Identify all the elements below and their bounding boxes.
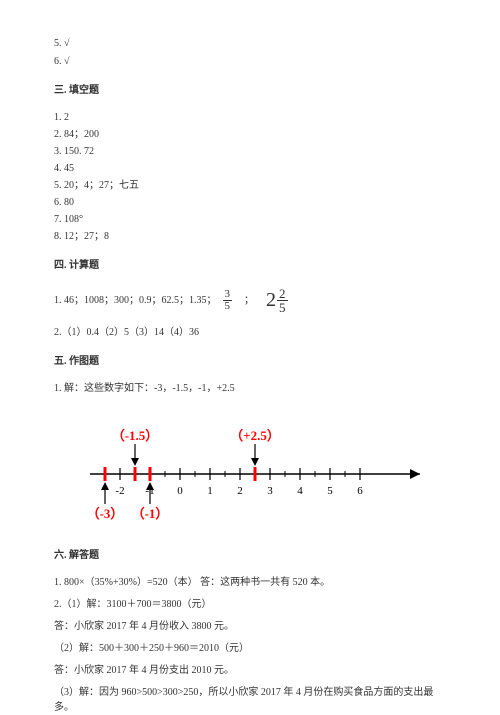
s3-a3: 3. 150. 72 bbox=[54, 144, 446, 159]
section5-title: 五. 作图题 bbox=[54, 354, 446, 369]
svg-text:4: 4 bbox=[297, 485, 303, 497]
s5-line1: 1. 解：这些数字如下：-3，-1.5，-1，+2.5 bbox=[54, 381, 446, 396]
s4-line1-prefix: 1. 46；1008；300；0.9；62.5；1.35； bbox=[54, 293, 217, 308]
s3-a6: 6. 80 bbox=[54, 195, 446, 210]
fraction-3-5: 3 5 bbox=[223, 289, 233, 312]
s6-l6: （3）解：因为 960>500>300>250，所以小欣家 2017 年 4 月… bbox=[54, 685, 446, 715]
s6-l1: 1. 800×（35%+30%）=520（本） 答：这两种书一共有 520 本。 bbox=[54, 575, 446, 590]
intro-5: 5. √ bbox=[54, 36, 446, 51]
s3-a1: 1. 2 bbox=[54, 110, 446, 125]
frac1-num: 3 bbox=[223, 289, 233, 301]
svg-text:6: 6 bbox=[357, 485, 363, 497]
s3-a5: 5. 20；4；27；七五 bbox=[54, 178, 446, 193]
svg-text:（-3）: （-3） bbox=[87, 506, 124, 521]
section3-title: 三. 填空题 bbox=[54, 83, 446, 98]
s4-line2: 2.（1）0.4（2）5（3）14（4）36 bbox=[54, 325, 446, 340]
mixed-den: 5 bbox=[277, 301, 288, 314]
svg-text:0: 0 bbox=[177, 485, 183, 497]
s3-a2: 2. 84；200 bbox=[54, 127, 446, 142]
s4-line1: 1. 46；1008；300；0.9；62.5；1.35； 3 5 ； 2 2 … bbox=[54, 285, 446, 315]
s6-l2: 2.（1）解：3100＋700＝3800（元） bbox=[54, 597, 446, 612]
s3-a8: 8. 12；27；8 bbox=[54, 229, 446, 244]
mixed-2-2-5: 2 2 5 bbox=[266, 285, 288, 315]
svg-text:-2: -2 bbox=[115, 485, 124, 497]
s3-a7: 7. 108° bbox=[54, 212, 446, 227]
mixed-num: 2 bbox=[277, 287, 288, 301]
s6-l3: 答：小欣家 2017 年 4 月份收入 3800 元。 bbox=[54, 619, 446, 634]
s6-l4: （2）解：500＋300＋250＋960＝2010（元） bbox=[54, 641, 446, 656]
intro-6: 6. √ bbox=[54, 54, 446, 69]
svg-text:1: 1 bbox=[207, 485, 213, 497]
s4-sep: ； bbox=[244, 293, 254, 308]
svg-text:（-1）: （-1） bbox=[132, 506, 169, 521]
svg-text:5: 5 bbox=[327, 485, 333, 497]
number-line-diagram: -2-10123456（-3）（-1.5）（-1）（+2.5） bbox=[54, 414, 446, 534]
section4-title: 四. 计算题 bbox=[54, 258, 446, 273]
svg-text:（-1.5）: （-1.5） bbox=[112, 428, 159, 443]
s3-a4: 4. 45 bbox=[54, 161, 446, 176]
svg-text:2: 2 bbox=[237, 485, 243, 497]
number-line-svg: -2-10123456（-3）（-1.5）（-1）（+2.5） bbox=[70, 414, 430, 534]
mixed-whole: 2 bbox=[266, 285, 276, 315]
frac1-den: 5 bbox=[223, 301, 233, 312]
svg-text:（+2.5）: （+2.5） bbox=[230, 428, 280, 443]
mixed-frac: 2 5 bbox=[277, 287, 288, 314]
section6-title: 六. 解答题 bbox=[54, 548, 446, 563]
s6-l5: 答：小欣家 2017 年 4 月份支出 2010 元。 bbox=[54, 663, 446, 678]
svg-text:3: 3 bbox=[267, 485, 273, 497]
